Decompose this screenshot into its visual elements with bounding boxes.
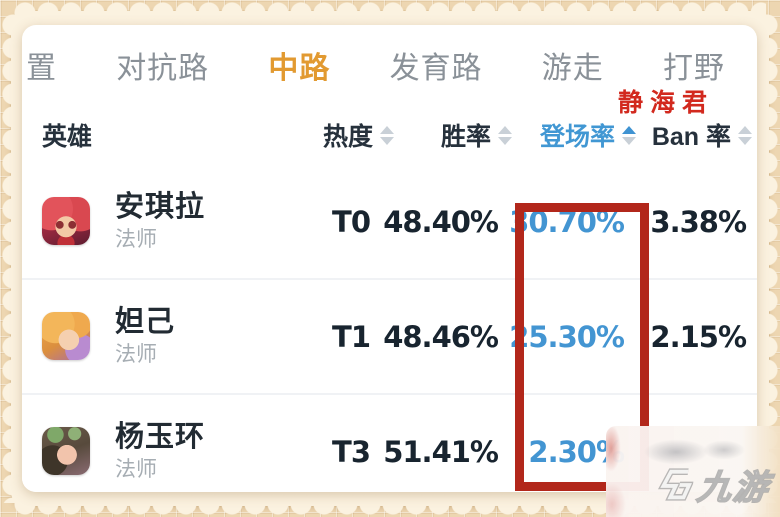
appear-rate-value: 30.70% [509,204,625,239]
hero-role: 法师 [115,342,157,366]
ban-rate-value: 3.38% [650,204,747,239]
col-header-ban-label: Ban 率 [651,123,731,151]
lane-tabs: 置 对抗路 中路 发育路 游走 打野 [22,39,757,91]
col-header-appear[interactable]: 登场率 [512,117,636,153]
hero-role: 法师 [115,227,157,251]
sort-arrows-icon[interactable] [738,125,752,145]
hero-avatar [42,312,90,361]
hot-tier-value: T0 [332,204,371,239]
hero-name: 杨玉环 [115,421,206,454]
hot-tier-value: T1 [332,319,371,354]
ban-rate-value: 2.15% [650,319,747,354]
hot-tier-value: T3 [332,434,371,469]
col-header-hot[interactable]: 热度 [274,117,394,153]
blur-overlay: 九游 [606,426,780,517]
hero-avatar [42,197,90,246]
win-rate-value: 51.41% [383,434,499,469]
win-rate-value: 48.46% [383,319,499,354]
jiuyou-logo-icon [658,467,695,501]
app-card: 置 对抗路 中路 发育路 游走 打野 静海君 英雄 热度 胜率 登场率 Ban [22,25,757,492]
sort-arrows-icon[interactable] [498,125,512,145]
jiuyou-logo-text: 九游 [694,468,773,508]
hero-avatar [42,427,90,476]
win-rate-value: 48.40% [383,204,499,239]
col-header-hot-label: 热度 [322,123,373,151]
appear-rate-value: 25.30% [509,319,625,354]
col-header-win-label: 胜率 [440,123,491,151]
col-header-appear-label: 登场率 [539,123,615,151]
tab-youzou[interactable]: 游走 [541,52,604,85]
table-row-daji[interactable]: 妲己 法师 T1 48.46% 25.30% 2.15% [22,278,757,393]
tab-zhi[interactable]: 置 [26,52,57,85]
sort-arrows-icon[interactable] [380,125,394,145]
col-header-win[interactable]: 胜率 [394,117,512,153]
hero-role: 法师 [115,457,157,481]
table-row-angela[interactable]: 安琪拉 法师 T0 48.40% 30.70% 3.38% [22,165,757,278]
hero-name: 安琪拉 [115,191,206,224]
watermark-text: 静海君 [618,88,715,117]
sort-arrows-icon-active[interactable] [622,125,636,145]
col-header-hero: 英雄 [42,123,93,151]
col-header-ban[interactable]: Ban 率 [636,117,752,153]
tab-duikanglu[interactable]: 对抗路 [116,52,210,85]
hero-name: 妲己 [115,306,176,339]
tab-fayulu[interactable]: 发育路 [389,52,483,85]
tab-daye[interactable]: 打野 [662,52,725,85]
table-header: 英雄 热度 胜率 登场率 Ban 率 [22,113,757,157]
tab-zhonglu[interactable]: 中路 [268,52,331,85]
jiuyou-logo: 九游 [652,460,774,509]
